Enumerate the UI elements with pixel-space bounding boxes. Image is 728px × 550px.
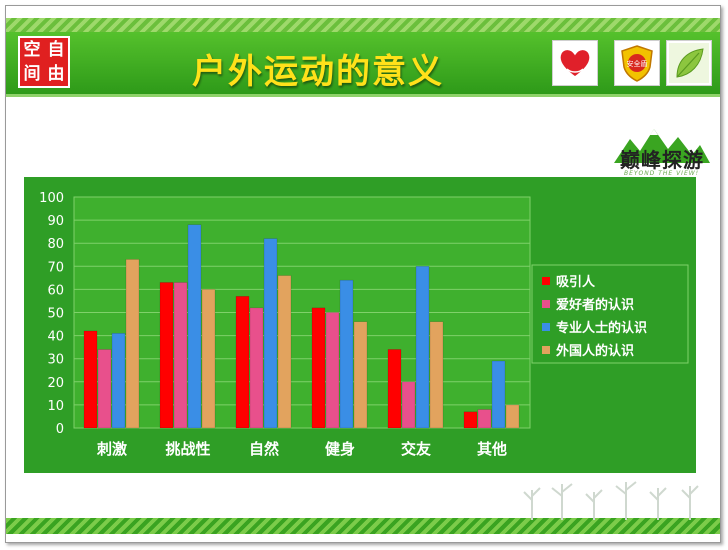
x-tick-label: 自然 [249,440,279,458]
legend-label: 吸引人 [556,274,596,290]
x-tick-label: 交友 [401,440,431,458]
header-stripe [6,18,720,32]
leaf-icon [669,43,709,83]
bar [353,321,368,429]
bar [311,307,326,429]
leaf-badge [666,40,712,86]
plant-decoration-icon [523,481,699,520]
space-freedom-logo: 空 自 间 由 [18,36,70,88]
y-tick-label: 50 [47,307,64,322]
bar [173,282,188,429]
bar [97,349,112,429]
bar [159,282,174,429]
page-title: 户外运动的意义 [192,52,444,92]
y-tick-label: 90 [47,214,64,229]
logo-char: 自 [47,39,65,60]
y-tick-label: 0 [56,422,64,437]
bar [235,296,250,429]
bar [125,259,140,429]
legend-swatch [542,300,550,308]
y-tick-label: 20 [47,376,64,391]
logo-char: 间 [23,63,41,84]
x-tick-label: 健身 [325,440,355,458]
bar [463,411,478,429]
bar [429,321,444,429]
bar [387,349,402,429]
safety-badge: 安全盾 [614,40,660,86]
brand-name: 巅峰探游 [620,148,704,172]
y-tick-label: 80 [47,237,64,252]
y-tick-label: 40 [47,330,64,345]
x-tick-label: 挑战性 [165,440,210,458]
header-band [6,32,720,94]
bar [339,279,354,429]
x-tick-label: 其他 [477,440,507,458]
logo-char: 由 [47,63,65,84]
heart-icon [559,48,591,78]
mountain-icon [614,129,710,163]
y-tick-label: 100 [39,191,64,206]
y-tick-label: 30 [47,353,64,368]
legend-swatch [542,277,550,285]
header-line [6,94,720,97]
legend-label: 爱好者的认识 [556,297,634,313]
x-tick-label: 刺激 [97,440,128,458]
bar [477,409,492,429]
bar [401,381,416,429]
heart-badge [552,40,598,86]
logo-char: 空 [23,39,41,60]
bar [415,266,430,429]
bar [201,289,216,429]
bar [277,275,292,429]
bar [83,330,98,429]
legend-swatch [542,323,550,331]
bar [325,312,340,429]
footer-band [6,518,720,534]
legend-box [531,264,689,364]
legend-label: 专业人士的认识 [556,320,647,336]
bar [249,307,264,429]
legend-swatch [542,346,550,354]
y-tick-label: 60 [47,283,64,298]
bar [187,224,202,429]
bar [505,404,520,429]
plot-area: 0 10 20 30 40 50 60 70 80 90 100 刺激 挑战性 自然 健身 交友 其他 [39,191,531,458]
legend-label: 外国人的认识 [555,343,634,359]
bar [491,360,506,429]
y-tick-label: 10 [47,399,64,414]
safety-badge-label: 安全盾 [627,59,648,68]
y-tick-label: 70 [47,260,64,275]
bar-chart: 0 10 20 30 40 50 60 70 80 90 100 刺激 挑战性 自然 健身 交友 其他 吸引人爱… [24,177,696,473]
brand-tagline: BEYOND THE VIEW! [624,170,700,177]
bar [263,238,278,429]
shield-icon: 安全盾 [621,45,653,82]
bar [111,333,126,429]
